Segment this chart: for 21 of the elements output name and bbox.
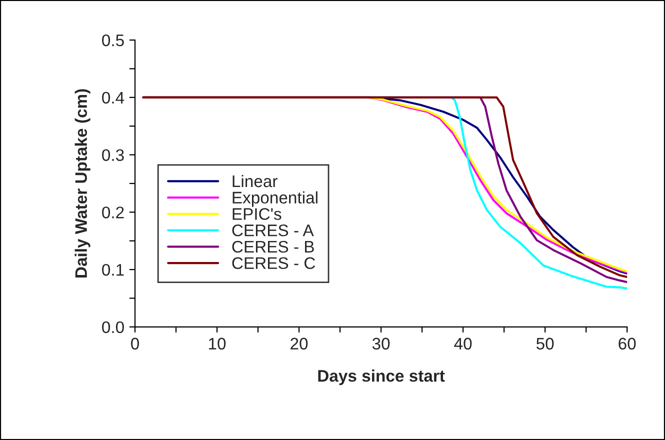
legend-label: CERES - A <box>232 224 314 236</box>
x-tick-label: 50 <box>536 338 554 350</box>
x-tick-label: 40 <box>454 338 472 350</box>
legend-label: Linear <box>232 174 278 188</box>
y-tick-label: 0.5 <box>102 34 124 46</box>
y-tick-label: 0.0 <box>102 321 124 334</box>
x-axis-title: Days since start <box>318 370 445 386</box>
legend-label: CERES - C <box>232 257 316 270</box>
y-tick-label: 0.1 <box>102 264 124 276</box>
x-tick-label: 10 <box>209 338 226 350</box>
x-tick-label: 0 <box>131 338 139 350</box>
legend-label: EPIC's <box>232 208 282 220</box>
x-tick-label: 60 <box>618 338 636 350</box>
legend-label: Exponential <box>232 191 318 207</box>
y-tick-label: 0.3 <box>102 149 124 161</box>
legend-label: CERES - B <box>232 240 314 253</box>
x-tick-label: 30 <box>372 338 390 350</box>
y-axis-title: Daily Water Uptake (cm) <box>74 89 90 278</box>
y-tick-label: 0.2 <box>102 206 124 218</box>
x-tick-label: 20 <box>290 338 308 350</box>
y-tick-label: 0.4 <box>102 92 124 104</box>
